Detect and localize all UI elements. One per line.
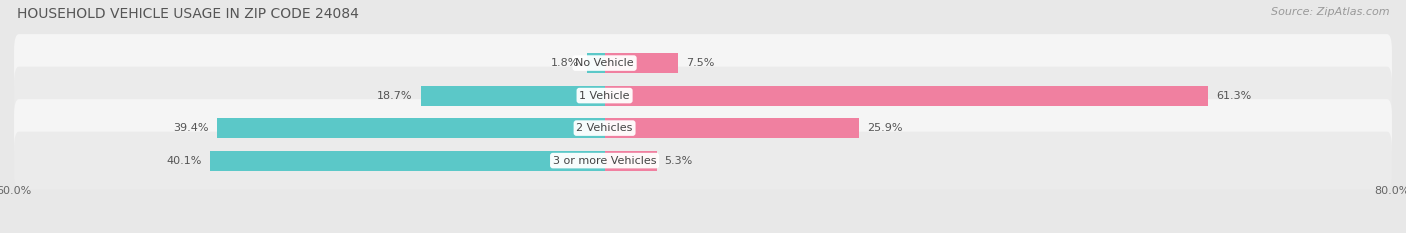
Text: 1 Vehicle: 1 Vehicle [579, 91, 630, 101]
Text: 7.5%: 7.5% [686, 58, 714, 68]
FancyBboxPatch shape [14, 99, 1392, 157]
FancyBboxPatch shape [14, 132, 1392, 189]
Bar [605, 53, 678, 73]
Text: 1.8%: 1.8% [551, 58, 579, 68]
Text: 2 Vehicles: 2 Vehicles [576, 123, 633, 133]
Text: Source: ZipAtlas.com: Source: ZipAtlas.com [1271, 7, 1389, 17]
Text: 61.3%: 61.3% [1216, 91, 1251, 101]
FancyBboxPatch shape [14, 34, 1392, 92]
Text: 5.3%: 5.3% [665, 156, 693, 166]
Text: 18.7%: 18.7% [377, 91, 413, 101]
Text: 39.4%: 39.4% [173, 123, 209, 133]
Bar [420, 86, 605, 106]
Bar [605, 118, 859, 138]
Bar [217, 118, 605, 138]
Text: No Vehicle: No Vehicle [575, 58, 634, 68]
Bar [605, 86, 1208, 106]
Bar [209, 151, 605, 171]
FancyBboxPatch shape [14, 67, 1392, 124]
Bar [605, 151, 657, 171]
Legend: Owner-occupied, Renter-occupied: Owner-occupied, Renter-occupied [589, 230, 817, 233]
Bar [586, 53, 605, 73]
Text: 25.9%: 25.9% [868, 123, 903, 133]
Text: 3 or more Vehicles: 3 or more Vehicles [553, 156, 657, 166]
Text: HOUSEHOLD VEHICLE USAGE IN ZIP CODE 24084: HOUSEHOLD VEHICLE USAGE IN ZIP CODE 2408… [17, 7, 359, 21]
Text: 40.1%: 40.1% [167, 156, 202, 166]
